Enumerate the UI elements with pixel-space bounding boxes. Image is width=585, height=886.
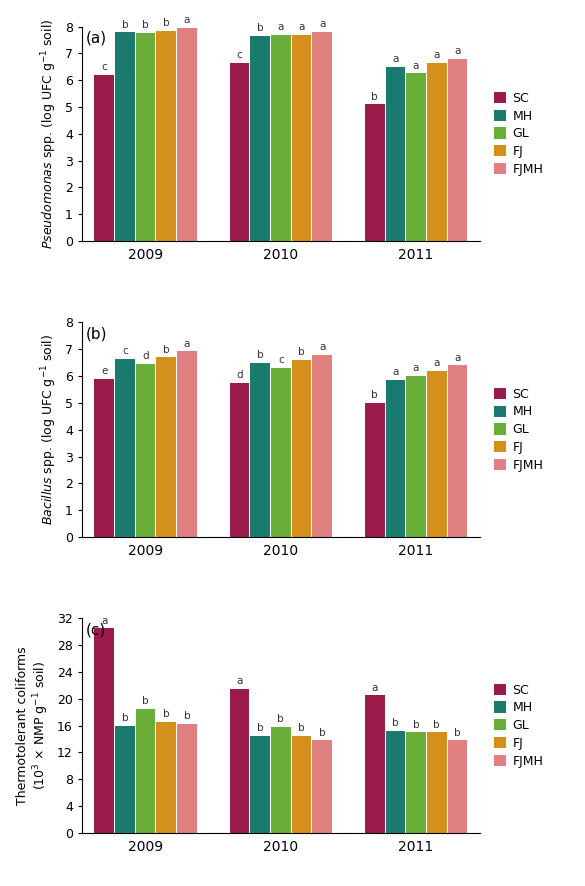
Text: a: a [454, 353, 460, 362]
Bar [448, 741, 467, 833]
Text: b: b [319, 727, 325, 737]
Bar [115, 33, 135, 241]
Bar [229, 383, 249, 537]
Text: d: d [142, 351, 149, 361]
Text: (b): (b) [86, 327, 108, 342]
Bar [136, 709, 156, 833]
Text: a: a [101, 616, 108, 626]
Text: a: a [413, 61, 419, 71]
Text: b: b [122, 19, 128, 30]
Bar [427, 370, 446, 537]
Y-axis label: Thermotolerant coliforms
(10$^{3}$ × NMP g$^{-1}$ soil): Thermotolerant coliforms (10$^{3}$ × NMP… [16, 646, 51, 805]
Bar [292, 35, 311, 241]
Bar [386, 731, 405, 833]
Bar [136, 34, 156, 241]
Bar [229, 63, 249, 241]
Text: a: a [236, 676, 243, 686]
Bar [312, 32, 332, 241]
Bar [365, 696, 384, 833]
Y-axis label: $\it{Pseudomonas}$ spp. (log UFC g$^{-1}$ soil): $\it{Pseudomonas}$ spp. (log UFC g$^{-1}… [40, 19, 59, 249]
Text: a: a [319, 342, 325, 352]
Text: b: b [298, 347, 305, 357]
Text: b: b [392, 719, 399, 728]
Text: b: b [163, 18, 170, 27]
Bar [271, 35, 291, 241]
Text: a: a [392, 368, 398, 377]
Bar [271, 368, 291, 537]
Text: b: b [433, 719, 440, 729]
Bar [156, 31, 176, 241]
Text: a: a [298, 22, 305, 32]
Bar [448, 58, 467, 241]
Bar [427, 63, 446, 241]
Bar [115, 726, 135, 833]
Bar [386, 380, 405, 537]
Text: a: a [319, 19, 325, 29]
Bar [250, 735, 270, 833]
Bar [292, 735, 311, 833]
Bar [250, 36, 270, 241]
Bar [177, 352, 197, 537]
Text: b: b [163, 710, 170, 719]
Bar [94, 379, 114, 537]
Text: a: a [184, 15, 190, 25]
Text: a: a [278, 22, 284, 32]
Bar [115, 359, 135, 537]
Text: a: a [433, 358, 440, 368]
Text: (a): (a) [86, 31, 107, 46]
Bar [156, 357, 176, 537]
Text: b: b [454, 727, 461, 737]
Text: b: b [257, 350, 263, 360]
Legend: SC, MH, GL, FJ, FJMH: SC, MH, GL, FJ, FJMH [490, 680, 547, 772]
Text: b: b [277, 714, 284, 724]
Bar [312, 741, 332, 833]
Text: c: c [278, 355, 284, 365]
Text: b: b [298, 723, 305, 733]
Bar [312, 354, 332, 537]
Text: b: b [163, 345, 170, 354]
Bar [229, 688, 249, 833]
Bar [406, 733, 426, 833]
Text: a: a [371, 683, 378, 693]
Text: b: b [142, 20, 149, 30]
Bar [94, 74, 114, 241]
Text: a: a [433, 50, 440, 60]
Bar [406, 376, 426, 537]
Bar [365, 403, 384, 537]
Text: a: a [454, 46, 460, 56]
Text: b: b [122, 713, 128, 723]
Text: b: b [142, 696, 149, 706]
Text: c: c [122, 346, 128, 356]
Bar [365, 105, 384, 241]
Text: b: b [257, 723, 263, 733]
Bar [250, 362, 270, 537]
Bar [427, 733, 446, 833]
Legend: SC, MH, GL, FJ, FJMH: SC, MH, GL, FJ, FJMH [490, 384, 547, 476]
Y-axis label: $\it{Bacillus}$ spp. (log UFC g$^{-1}$ soil): $\it{Bacillus}$ spp. (log UFC g$^{-1}$ s… [40, 334, 59, 525]
Text: a: a [413, 363, 419, 373]
Bar [448, 365, 467, 537]
Bar [177, 28, 197, 241]
Text: b: b [184, 711, 190, 721]
Legend: SC, MH, GL, FJ, FJMH: SC, MH, GL, FJ, FJMH [490, 88, 547, 180]
Bar [271, 727, 291, 833]
Text: c: c [236, 50, 242, 60]
Bar [177, 724, 197, 833]
Bar [292, 360, 311, 537]
Text: b: b [371, 390, 378, 400]
Text: e: e [101, 366, 108, 376]
Text: (c): (c) [86, 623, 106, 638]
Text: c: c [101, 62, 107, 72]
Bar [406, 74, 426, 241]
Bar [156, 722, 176, 833]
Bar [386, 66, 405, 241]
Text: b: b [371, 91, 378, 102]
Bar [136, 364, 156, 537]
Text: a: a [392, 54, 398, 64]
Text: b: b [413, 719, 419, 729]
Text: d: d [236, 370, 243, 380]
Text: a: a [184, 338, 190, 349]
Bar [94, 628, 114, 833]
Text: b: b [257, 23, 263, 33]
